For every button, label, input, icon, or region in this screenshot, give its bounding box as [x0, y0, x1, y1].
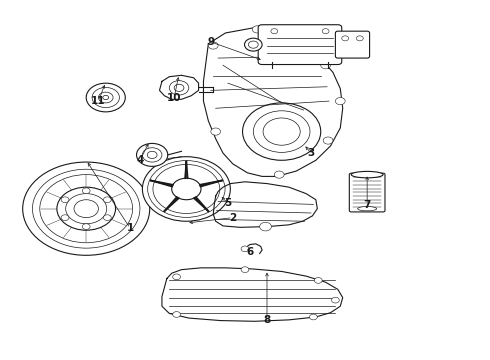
Circle shape [263, 118, 300, 145]
Circle shape [92, 87, 120, 108]
Circle shape [310, 314, 318, 320]
Circle shape [252, 26, 262, 33]
Text: 2: 2 [229, 213, 236, 222]
Text: 11: 11 [91, 96, 106, 106]
Circle shape [61, 197, 69, 203]
Circle shape [208, 42, 218, 49]
Circle shape [211, 128, 220, 135]
Circle shape [331, 297, 339, 303]
Circle shape [169, 81, 189, 95]
Circle shape [103, 95, 109, 100]
Circle shape [241, 246, 249, 252]
FancyBboxPatch shape [258, 25, 342, 64]
Text: 8: 8 [263, 315, 270, 325]
Ellipse shape [358, 207, 377, 211]
Circle shape [23, 162, 150, 255]
Circle shape [153, 165, 220, 213]
Circle shape [356, 36, 363, 41]
Polygon shape [159, 75, 198, 99]
Circle shape [137, 143, 168, 166]
Circle shape [174, 84, 184, 91]
Text: 10: 10 [167, 93, 181, 103]
Circle shape [172, 312, 180, 318]
FancyBboxPatch shape [349, 173, 385, 212]
Circle shape [323, 137, 333, 144]
Circle shape [342, 36, 348, 41]
Circle shape [61, 215, 69, 221]
Text: 3: 3 [307, 148, 315, 158]
Circle shape [66, 194, 107, 224]
Ellipse shape [351, 171, 383, 178]
Circle shape [243, 103, 321, 160]
Circle shape [98, 92, 113, 103]
Circle shape [82, 188, 90, 194]
Text: 5: 5 [224, 198, 231, 208]
Circle shape [248, 41, 258, 48]
Text: 9: 9 [207, 37, 214, 47]
Polygon shape [213, 182, 318, 227]
Circle shape [321, 62, 331, 69]
Circle shape [143, 157, 230, 221]
Text: 7: 7 [364, 200, 371, 210]
Circle shape [274, 171, 284, 178]
Circle shape [40, 175, 133, 243]
Text: 6: 6 [246, 247, 253, 257]
Circle shape [253, 111, 310, 152]
FancyBboxPatch shape [335, 31, 369, 58]
Circle shape [103, 197, 111, 203]
Circle shape [271, 29, 278, 34]
Circle shape [86, 83, 125, 112]
Circle shape [245, 38, 262, 51]
Text: 1: 1 [126, 224, 134, 233]
Circle shape [322, 29, 329, 34]
Circle shape [143, 148, 162, 162]
Circle shape [82, 224, 90, 229]
Circle shape [74, 200, 98, 218]
Circle shape [335, 98, 345, 105]
Circle shape [315, 278, 322, 283]
Text: 4: 4 [136, 155, 144, 165]
Circle shape [260, 222, 271, 231]
Circle shape [103, 215, 111, 221]
Polygon shape [203, 28, 343, 176]
Circle shape [147, 161, 225, 217]
Circle shape [57, 187, 116, 230]
Circle shape [172, 178, 201, 200]
Circle shape [241, 267, 249, 273]
Circle shape [32, 169, 140, 248]
Polygon shape [162, 268, 343, 321]
Circle shape [172, 274, 180, 280]
Circle shape [147, 151, 157, 158]
